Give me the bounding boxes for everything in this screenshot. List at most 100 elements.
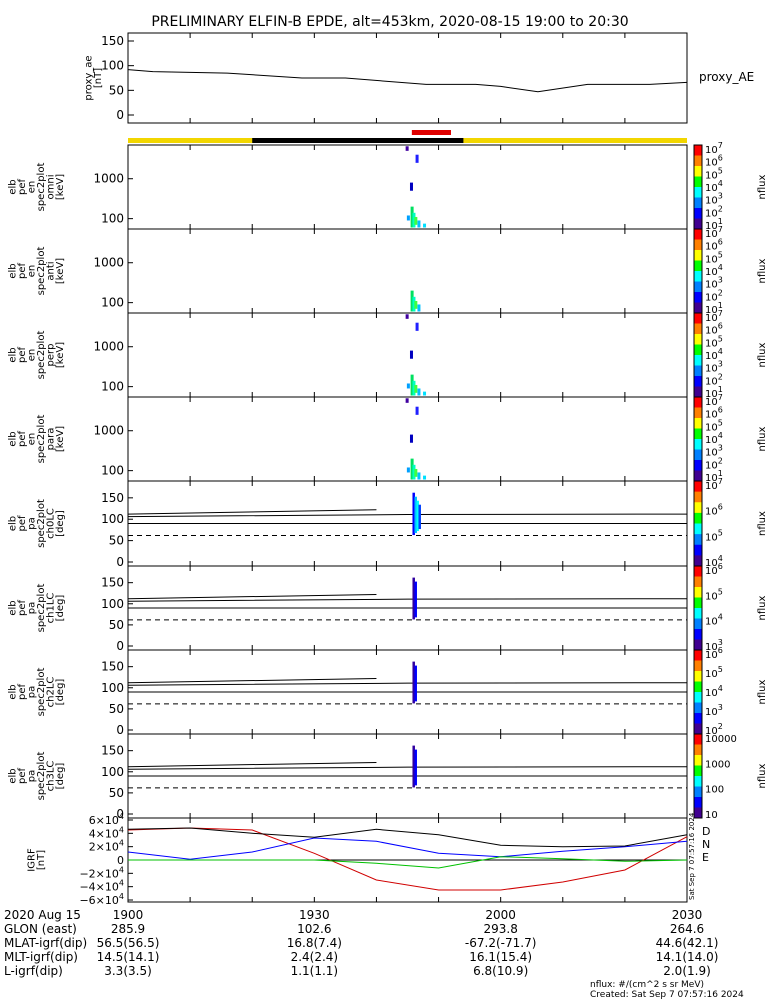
- colorbar-segment: [694, 723, 702, 735]
- panel-frame: [127, 228, 688, 314]
- colorbar-segment: [694, 566, 702, 577]
- y-tick-label: 100: [101, 380, 124, 394]
- ephemeris-value: 44.6(42.1): [656, 936, 719, 950]
- colorbar-label: nflux: [757, 595, 768, 620]
- colorbar-label: nflux: [757, 511, 768, 536]
- colorbar-segment: [694, 534, 702, 546]
- y-axis-label: [keV]: [55, 426, 66, 452]
- spectrogram-pixel: [423, 475, 427, 480]
- ephemeris-value: 1900: [113, 908, 144, 922]
- spectrogram-pixel: [405, 314, 409, 319]
- y-axis-label: spec2plot: [36, 331, 47, 380]
- colorbar-segment: [694, 587, 702, 598]
- colorbar-segment: [694, 692, 702, 703]
- colorbar-segment: [694, 481, 702, 493]
- y-tick-label: 0: [116, 639, 124, 653]
- spectrogram-pixel: [405, 398, 409, 403]
- proxy-ae-ylabel: proxy_ae[nT]: [83, 55, 104, 100]
- y-tick-label: 50: [109, 618, 124, 632]
- colorbar-label: nflux: [757, 679, 768, 704]
- ephemeris-value: 2000: [485, 908, 516, 922]
- y-tick-label: 1000: [93, 172, 124, 186]
- colorbar-tick-label: 104: [705, 613, 723, 628]
- spectrogram-pixel: [414, 216, 418, 225]
- y-axis-label: pef: [17, 684, 28, 701]
- colorbar-segment: [694, 807, 702, 819]
- colorbar-segment: [694, 187, 702, 198]
- colorbar-tick-label: 106: [705, 322, 723, 337]
- colorbar-segment: [694, 355, 702, 366]
- spectrogram-pixel: [418, 504, 421, 530]
- y-tick-label: 150: [101, 34, 124, 48]
- shadow-bar: [252, 138, 464, 143]
- y-axis-label: perp: [45, 344, 56, 367]
- spectrogram-pixel: [423, 391, 427, 396]
- loss-cone-line: [127, 761, 377, 768]
- proxy-ae-panel: 150 100 50 0 proxy_ae[nT] proxy_AE: [83, 32, 754, 124]
- colorbar-segment: [694, 397, 702, 408]
- colorbar-segment: [694, 744, 702, 756]
- ephemeris-label: L-igrf(dip): [4, 964, 63, 978]
- colorbar-tick-label: 101: [705, 385, 723, 400]
- colorbar-segment: [694, 702, 702, 714]
- colorbar-segment: [694, 166, 702, 177]
- ephemeris-value: -67.2(-71.7): [465, 936, 536, 950]
- colorbar-segment: [694, 797, 702, 808]
- y-tick-label: 100: [101, 212, 124, 226]
- y-tick-label: 150: [101, 576, 124, 590]
- ephemeris-value: 285.9: [111, 922, 145, 936]
- y-tick-label: 50: [109, 702, 124, 716]
- y-axis-label: ch3LC: [45, 761, 56, 792]
- ephemeris-value: 56.5(56.5): [97, 936, 160, 950]
- spectrogram-pixel: [410, 206, 414, 228]
- spectrogram-pixel: [417, 220, 421, 228]
- colorbar-segment: [694, 523, 702, 535]
- y-axis-label: [deg]: [55, 679, 66, 706]
- spectrogram-pixel: [412, 464, 416, 480]
- y-axis-label: spec2plot: [36, 584, 47, 633]
- igrf-series-D: [127, 827, 688, 891]
- y-axis-label: pef: [17, 600, 28, 617]
- ephemeris-value: 14.5(14.1): [97, 950, 160, 964]
- colorbar-segment: [694, 218, 702, 230]
- y-axis-label: en: [26, 181, 37, 194]
- y-tick-label: 1000: [93, 340, 124, 354]
- ephemeris-value: 1930: [299, 908, 330, 922]
- colorbar-frame: [693, 733, 703, 819]
- ephemeris-value: 102.6: [297, 922, 331, 936]
- colorbar-tick-label: 104: [705, 684, 723, 699]
- ephemeris-value: 293.8: [483, 922, 517, 936]
- ephemeris-value: 16.8(7.4): [287, 936, 342, 950]
- colorbar-segment: [694, 407, 702, 419]
- spectrogram-pixel: [406, 383, 410, 389]
- colorbar-tick-label: 107: [705, 141, 723, 156]
- colorbar-segment: [694, 470, 702, 482]
- spectrogram-pixel: [415, 406, 419, 415]
- spectrogram-pixel: [423, 223, 427, 228]
- colorbar-label: nflux: [757, 342, 768, 367]
- colorbar-segment: [694, 544, 702, 556]
- colorbar-segment: [694, 512, 702, 524]
- colorbar-segment: [694, 344, 702, 356]
- spectrogram-pixel: [414, 384, 418, 393]
- spectrogram-pixel: [412, 380, 416, 396]
- loss-cone-line: [127, 509, 377, 515]
- y-axis-label: [deg]: [55, 763, 66, 790]
- colorbar-segment: [694, 713, 702, 724]
- orbit-status-bars: [128, 130, 687, 143]
- ephemeris-label: GLON (east): [4, 922, 77, 936]
- colorbar-segment: [694, 155, 702, 167]
- side-stamp: Sat Sep 7 07:57:16 2024: [688, 812, 696, 900]
- igrf-ylabel: IGRF[nT]: [26, 848, 47, 872]
- colorbar-tick-label: 105: [705, 528, 723, 543]
- colorbar-tick-label: 104: [705, 263, 723, 278]
- y-tick-label: 4×104: [89, 825, 124, 840]
- spec-panel-pa_spec2plot_ch2LC: elbpefpaspec2plotch2LC[deg]1501005001061…: [7, 646, 768, 737]
- y-tick-label: 150: [101, 491, 124, 505]
